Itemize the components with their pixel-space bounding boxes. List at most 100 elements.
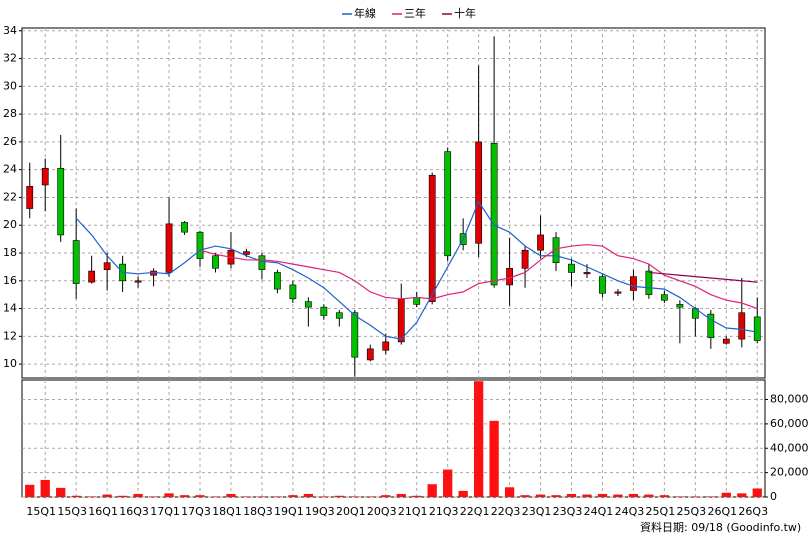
- volume-bar: [675, 496, 685, 497]
- candle-body: [599, 276, 606, 294]
- x-tick-label: 21Q1: [398, 505, 428, 518]
- legend-label: 年線: [354, 6, 376, 20]
- volume-bar: [721, 492, 731, 497]
- candle-body: [212, 255, 219, 269]
- y-tick-label: 30: [3, 79, 17, 92]
- candle-body: [676, 304, 684, 308]
- x-tick-label: 24Q1: [584, 505, 614, 518]
- volume-bar: [628, 493, 639, 497]
- y-tick-label: 12: [3, 329, 17, 342]
- x-tick-label: 17Q3: [181, 505, 211, 518]
- ma-line: [75, 200, 758, 340]
- x-tick-label: 15Q3: [57, 505, 87, 518]
- y2-tick-label: 60,000: [770, 417, 808, 430]
- volume-bar: [597, 493, 608, 497]
- candle-body: [103, 262, 111, 270]
- volume-bar: [40, 479, 50, 497]
- candle-body: [134, 280, 142, 283]
- candle-body: [366, 348, 374, 361]
- volume-bar: [226, 493, 236, 497]
- x-tick-label: 25Q3: [677, 505, 707, 518]
- candle-body: [490, 142, 498, 286]
- volume-bar: [535, 494, 546, 497]
- volume-bar: [381, 495, 391, 497]
- candle-body: [568, 263, 575, 273]
- y2-tick-label: 0: [770, 490, 777, 503]
- candle-body: [289, 284, 297, 300]
- x-tick-label: 15Q1: [26, 505, 56, 518]
- volume-bar: [210, 496, 221, 497]
- x-tick-label: 16Q3: [119, 505, 149, 518]
- x-tick-label: 24Q3: [615, 505, 645, 518]
- y-tick-label: 34: [3, 24, 17, 37]
- volume-bar: [102, 494, 112, 497]
- volume-bar: [613, 494, 623, 497]
- candle-body: [320, 306, 328, 316]
- candle-body: [196, 231, 204, 259]
- volume-bar: [241, 496, 252, 497]
- volume-bar: [504, 487, 515, 497]
- candle-body: [181, 222, 188, 233]
- candle-body: [243, 251, 250, 255]
- candle-body: [41, 167, 49, 186]
- candle-body: [444, 151, 452, 257]
- volume-bar: [412, 495, 422, 497]
- y2-tick-label: 80,000: [770, 393, 808, 406]
- volume-bar: [303, 493, 314, 497]
- volume-bar: [489, 420, 499, 497]
- candle-body: [738, 312, 746, 340]
- candle-body: [304, 301, 312, 308]
- volume-bar: [334, 495, 344, 497]
- volume-bar: [690, 496, 700, 497]
- x-tick-label: 25Q1: [646, 505, 676, 518]
- candle-body: [722, 338, 730, 344]
- volume-panel: [21, 379, 766, 498]
- volume-bar: [473, 381, 484, 497]
- y2-tick-label: 20,000: [770, 466, 808, 479]
- y-tick-label: 22: [3, 190, 17, 203]
- candle-body: [351, 312, 359, 358]
- legend-label: 三年: [404, 6, 426, 20]
- candle-body: [630, 276, 637, 291]
- x-tick-label: 20Q3: [367, 505, 397, 518]
- volume-bar: [56, 487, 66, 497]
- volume-bar: [288, 495, 298, 497]
- x-tick-label: 17Q1: [150, 505, 180, 518]
- volume-bar: [706, 496, 716, 497]
- x-tick-label: 16Q1: [88, 505, 118, 518]
- volume-bar: [319, 496, 329, 497]
- footer: 資料日期: 09/18 (Goodinfo.tw): [640, 520, 801, 534]
- volume-bar: [520, 495, 530, 497]
- candle-body: [475, 141, 483, 244]
- price-panel: [21, 27, 766, 379]
- x-tick-label: 19Q1: [274, 505, 304, 518]
- y2-tick-label: 40,000: [770, 441, 808, 454]
- x-tick-label: 18Q1: [212, 505, 242, 518]
- x-tick-label: 19Q3: [305, 505, 335, 518]
- candle-body: [428, 174, 436, 302]
- x-tick-label: 23Q3: [553, 505, 583, 518]
- y-tick-label: 32: [3, 52, 17, 65]
- candle-body: [660, 294, 668, 301]
- volume-bar: [582, 494, 592, 497]
- candle-body: [413, 297, 421, 305]
- y-tick-label: 14: [3, 302, 17, 315]
- y-tick-label: 18: [3, 246, 17, 259]
- volume-bar: [148, 496, 159, 497]
- candle-body: [552, 237, 560, 264]
- volume-bar: [71, 495, 81, 497]
- ma-line: [648, 271, 758, 283]
- volume-bar: [179, 495, 190, 497]
- volume-bar: [551, 495, 561, 497]
- volume-bar: [25, 484, 35, 497]
- candle-body: [537, 234, 544, 251]
- ma-line: [199, 244, 758, 310]
- volume-bar: [644, 494, 654, 497]
- volume-bar: [164, 493, 174, 497]
- candle-body: [258, 255, 266, 270]
- candle-body: [57, 167, 65, 236]
- volume-bar: [257, 496, 267, 497]
- candle-body: [614, 291, 622, 294]
- y-tick-label: 20: [3, 218, 17, 231]
